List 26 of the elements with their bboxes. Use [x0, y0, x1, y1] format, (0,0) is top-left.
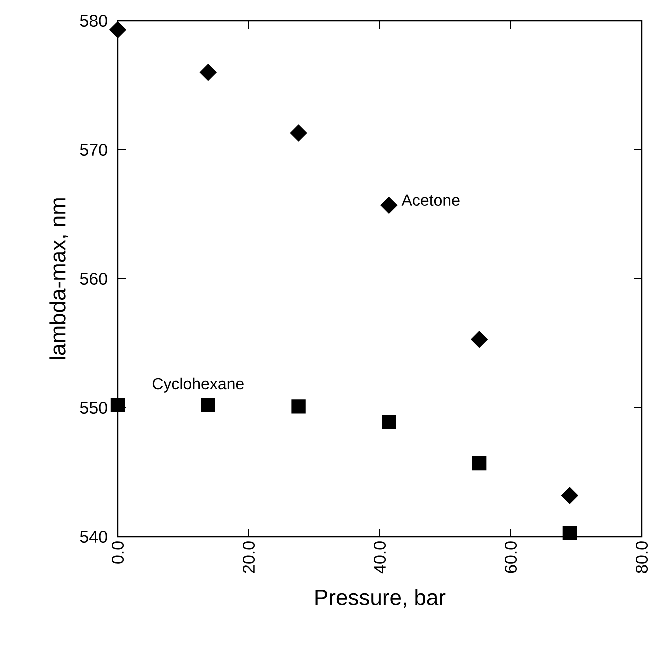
point: [380, 197, 398, 214]
point: [201, 398, 216, 413]
y-axis-title: lambda-max, nm: [50, 198, 68, 360]
x-axis-title: Pressure, bar: [316, 589, 446, 608]
point: [562, 487, 578, 504]
point: [472, 456, 487, 471]
x-tick-label: 60.0: [504, 542, 518, 574]
y-tick-label: 580: [80, 14, 108, 28]
point: [382, 415, 396, 430]
x-tick-label: 0.0: [112, 542, 124, 564]
point: [292, 400, 306, 414]
point: [110, 22, 126, 38]
x-tick-label: 20.0: [242, 542, 256, 574]
point: [471, 331, 488, 348]
series-label: Cyclohexane: [152, 378, 244, 393]
y-tick-label: 570: [80, 144, 108, 156]
point: [290, 124, 308, 142]
y-tick-label: 550: [80, 402, 108, 414]
x-tick-label: 40.0: [374, 542, 386, 574]
y-tick-label: 540: [80, 530, 108, 544]
point: [110, 398, 126, 413]
point: [562, 526, 578, 540]
y-tick-label: 560: [80, 272, 108, 286]
point: [200, 64, 217, 81]
series-label: Acetone: [402, 194, 460, 206]
x-tick-label: 80.0: [636, 542, 648, 574]
